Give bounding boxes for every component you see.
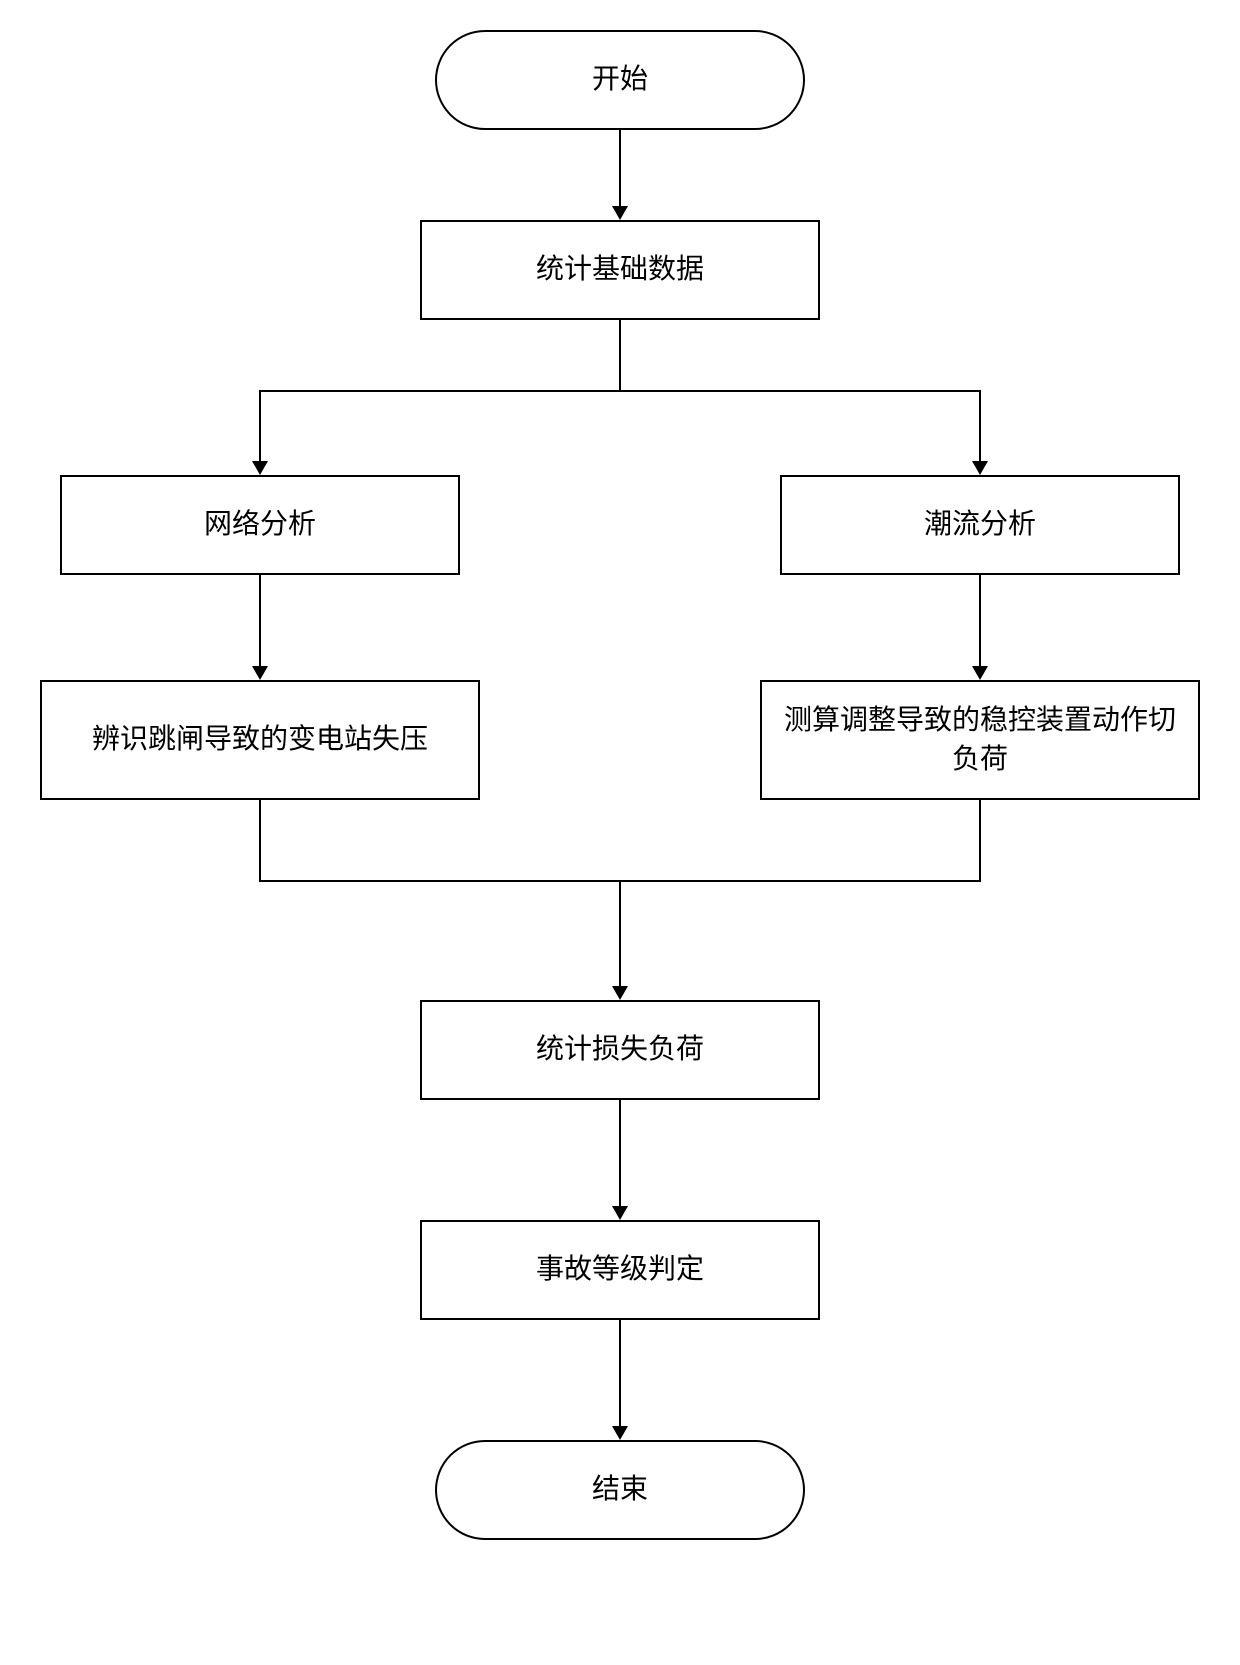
edge-arrow [612, 986, 628, 1000]
measure-adjust-label: 测算调整导致的稳控装置动作切负荷 [774, 701, 1186, 779]
edge-line [259, 390, 981, 392]
network-analysis-label: 网络分析 [204, 505, 316, 544]
end-node: 结束 [435, 1440, 805, 1540]
stats-base-label: 统计基础数据 [536, 250, 704, 289]
edge-line [979, 575, 981, 666]
network-analysis-node: 网络分析 [60, 475, 460, 575]
edge-arrow [252, 461, 268, 475]
edge-line [259, 800, 261, 880]
edge-line [619, 130, 621, 206]
edge-line [619, 880, 621, 986]
edge-line [619, 1100, 621, 1206]
edge-arrow [252, 666, 268, 680]
start-label: 开始 [592, 60, 648, 99]
edge-line [259, 390, 261, 461]
stats-base-node: 统计基础数据 [420, 220, 820, 320]
edge-arrow [972, 666, 988, 680]
power-flow-node: 潮流分析 [780, 475, 1180, 575]
edge-arrow [612, 206, 628, 220]
edge-line [979, 800, 981, 880]
end-label: 结束 [592, 1470, 648, 1509]
stats-loss-label: 统计损失负荷 [536, 1030, 704, 1069]
edge-arrow [612, 1426, 628, 1440]
edge-arrow [612, 1206, 628, 1220]
measure-adjust-node: 测算调整导致的稳控装置动作切负荷 [760, 680, 1200, 800]
identify-trip-label: 辨识跳闸导致的变电站失压 [92, 720, 428, 759]
edge-line [619, 320, 621, 390]
identify-trip-node: 辨识跳闸导致的变电站失压 [40, 680, 480, 800]
edge-arrow [972, 461, 988, 475]
edge-line [979, 390, 981, 461]
stats-loss-node: 统计损失负荷 [420, 1000, 820, 1100]
edge-line [619, 1320, 621, 1426]
edge-line [259, 575, 261, 666]
start-node: 开始 [435, 30, 805, 130]
accident-level-label: 事故等级判定 [536, 1250, 704, 1289]
accident-level-node: 事故等级判定 [420, 1220, 820, 1320]
power-flow-label: 潮流分析 [924, 505, 1036, 544]
